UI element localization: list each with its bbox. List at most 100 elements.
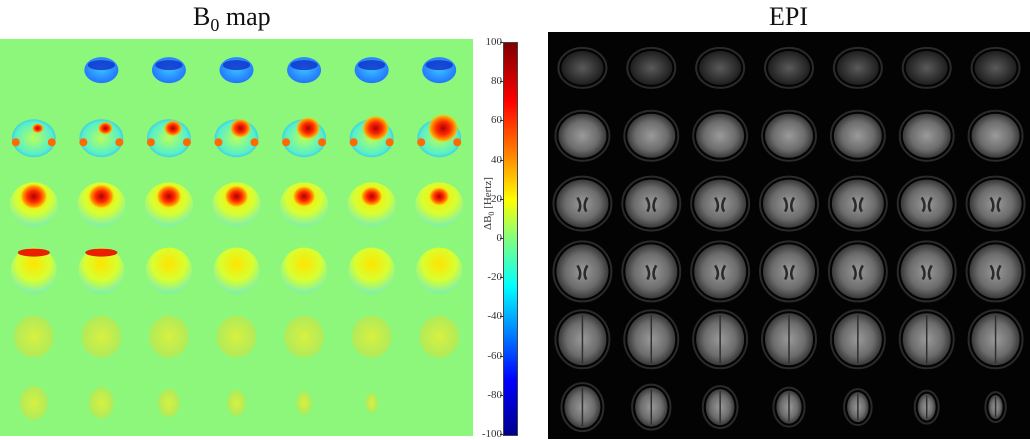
b0-slice: [296, 391, 312, 415]
epi-ventricle: [576, 196, 589, 213]
epi-skull-outline: [967, 309, 1024, 370]
epi-skull-outline: [552, 240, 613, 303]
epi-skull-outline: [623, 309, 680, 370]
epi-slice: [900, 244, 953, 299]
epi-skull-outline: [621, 175, 682, 232]
b0-slice: [78, 247, 125, 294]
b0-hotspot: [214, 138, 223, 147]
colorbar-tick-label: -60: [487, 349, 502, 362]
epi-slice: [768, 50, 810, 85]
b0-slice: [213, 247, 260, 294]
colorbar-tick-mark: [500, 394, 503, 396]
b0-hotspot: [427, 113, 459, 143]
epi-skull-outline: [827, 240, 888, 303]
epi-skull-outline: [970, 46, 1021, 89]
colorbar-tick-label: -20: [487, 271, 502, 284]
b0-slice: [11, 119, 56, 158]
epi-ventricle: [920, 196, 933, 213]
epi-slice: [900, 179, 953, 228]
epi-slice: [833, 113, 882, 158]
epi-skull-outline: [761, 109, 817, 162]
b0-hotspot: [361, 115, 390, 142]
b0-slice: [88, 387, 114, 419]
colorbar-tick-label: -100: [481, 428, 502, 440]
epi-ventricle: [714, 264, 727, 281]
epi-skull-outline: [965, 175, 1026, 232]
epi-image-grid: [548, 32, 1030, 439]
b0-hotspot: [182, 138, 191, 147]
colorbar-tick-mark: [500, 238, 503, 239]
epi-ventricle: [920, 264, 933, 281]
colorbar-tick-mark: [500, 434, 503, 435]
b0-hotspot: [115, 138, 124, 147]
epi-skull-outline: [759, 175, 819, 232]
epi-slice: [763, 179, 815, 228]
epi-ventricle: [782, 264, 796, 281]
epi-ventricle: [782, 196, 796, 213]
b0-hotspot: [250, 138, 259, 147]
epi-slice: [694, 244, 747, 299]
b0-hotspot: [146, 138, 155, 147]
epi-skull-outline: [965, 240, 1026, 303]
colorbar-tick-label: 40: [491, 153, 502, 166]
b0-slice: [13, 315, 54, 358]
colorbar-tick-label: 0: [478, 232, 503, 244]
b0-slice: [158, 388, 180, 418]
colorbar-tick-label: 100: [485, 36, 503, 48]
epi-skull-outline: [557, 46, 608, 89]
epi-slice: [971, 113, 1020, 158]
b0-hotspot: [229, 118, 252, 139]
colorbar-label: ΔB0 [Hertz]: [482, 177, 497, 230]
b0-slice: [145, 247, 192, 294]
epi-skull-outline: [913, 389, 940, 425]
b0-map-title: B0 map: [193, 2, 271, 36]
epi-skull-outline: [621, 240, 682, 303]
epi-slices: [552, 46, 1026, 433]
colorbar: [503, 42, 518, 436]
epi-slice: [974, 50, 1017, 85]
epi-slice: [556, 179, 609, 228]
epi-skull-outline: [692, 309, 749, 370]
colorbar-tick-mark: [500, 277, 503, 279]
b0-hotspot: [349, 138, 358, 147]
epi-skull-outline: [695, 46, 746, 89]
epi-skull-outline: [827, 175, 888, 232]
b0-hotspot: [163, 120, 183, 137]
b0-hotspot: [453, 138, 462, 147]
epi-slice: [630, 50, 673, 85]
epi-title: EPI: [769, 2, 808, 31]
epi-skull-outline: [701, 385, 739, 430]
epi-slice: [969, 244, 1022, 299]
epi-ventricle: [714, 196, 727, 213]
colorbar-tick-mark: [500, 198, 503, 200]
b0-slice: [419, 315, 460, 358]
epi-ventricle: [576, 264, 589, 281]
b0-hotspot: [87, 184, 115, 209]
epi-skull-outline: [901, 46, 952, 89]
b0-slice: [19, 385, 48, 420]
epi-skull-outline: [623, 109, 680, 162]
colorbar-tick-label: 60: [491, 114, 502, 127]
b0-hotspot: [360, 186, 383, 207]
epi-ventricle: [645, 196, 658, 213]
epi-skull-outline: [554, 309, 611, 370]
b0-hotspot: [31, 123, 44, 134]
b0-slice: [284, 315, 325, 358]
epi-skull-outline: [764, 46, 814, 89]
epi-skull-outline: [843, 388, 873, 427]
b0-slice: [416, 247, 463, 294]
epi-skull-outline: [896, 175, 957, 232]
epi-skull-outline: [759, 240, 819, 303]
epi-ventricle: [989, 196, 1002, 213]
epi-skull-outline: [692, 109, 749, 162]
epi-skull-outline: [984, 391, 1007, 424]
b0-map-image-grid: [0, 39, 473, 436]
epi-skull-outline: [967, 109, 1024, 162]
epi-skull-outline: [896, 240, 957, 303]
b0-slice: [365, 392, 378, 413]
b0-hotspot: [318, 138, 327, 147]
b0-hotspot: [85, 248, 118, 257]
colorbar-tick-mark: [500, 42, 503, 43]
epi-slice: [625, 179, 678, 228]
epi-ventricle: [645, 264, 658, 281]
